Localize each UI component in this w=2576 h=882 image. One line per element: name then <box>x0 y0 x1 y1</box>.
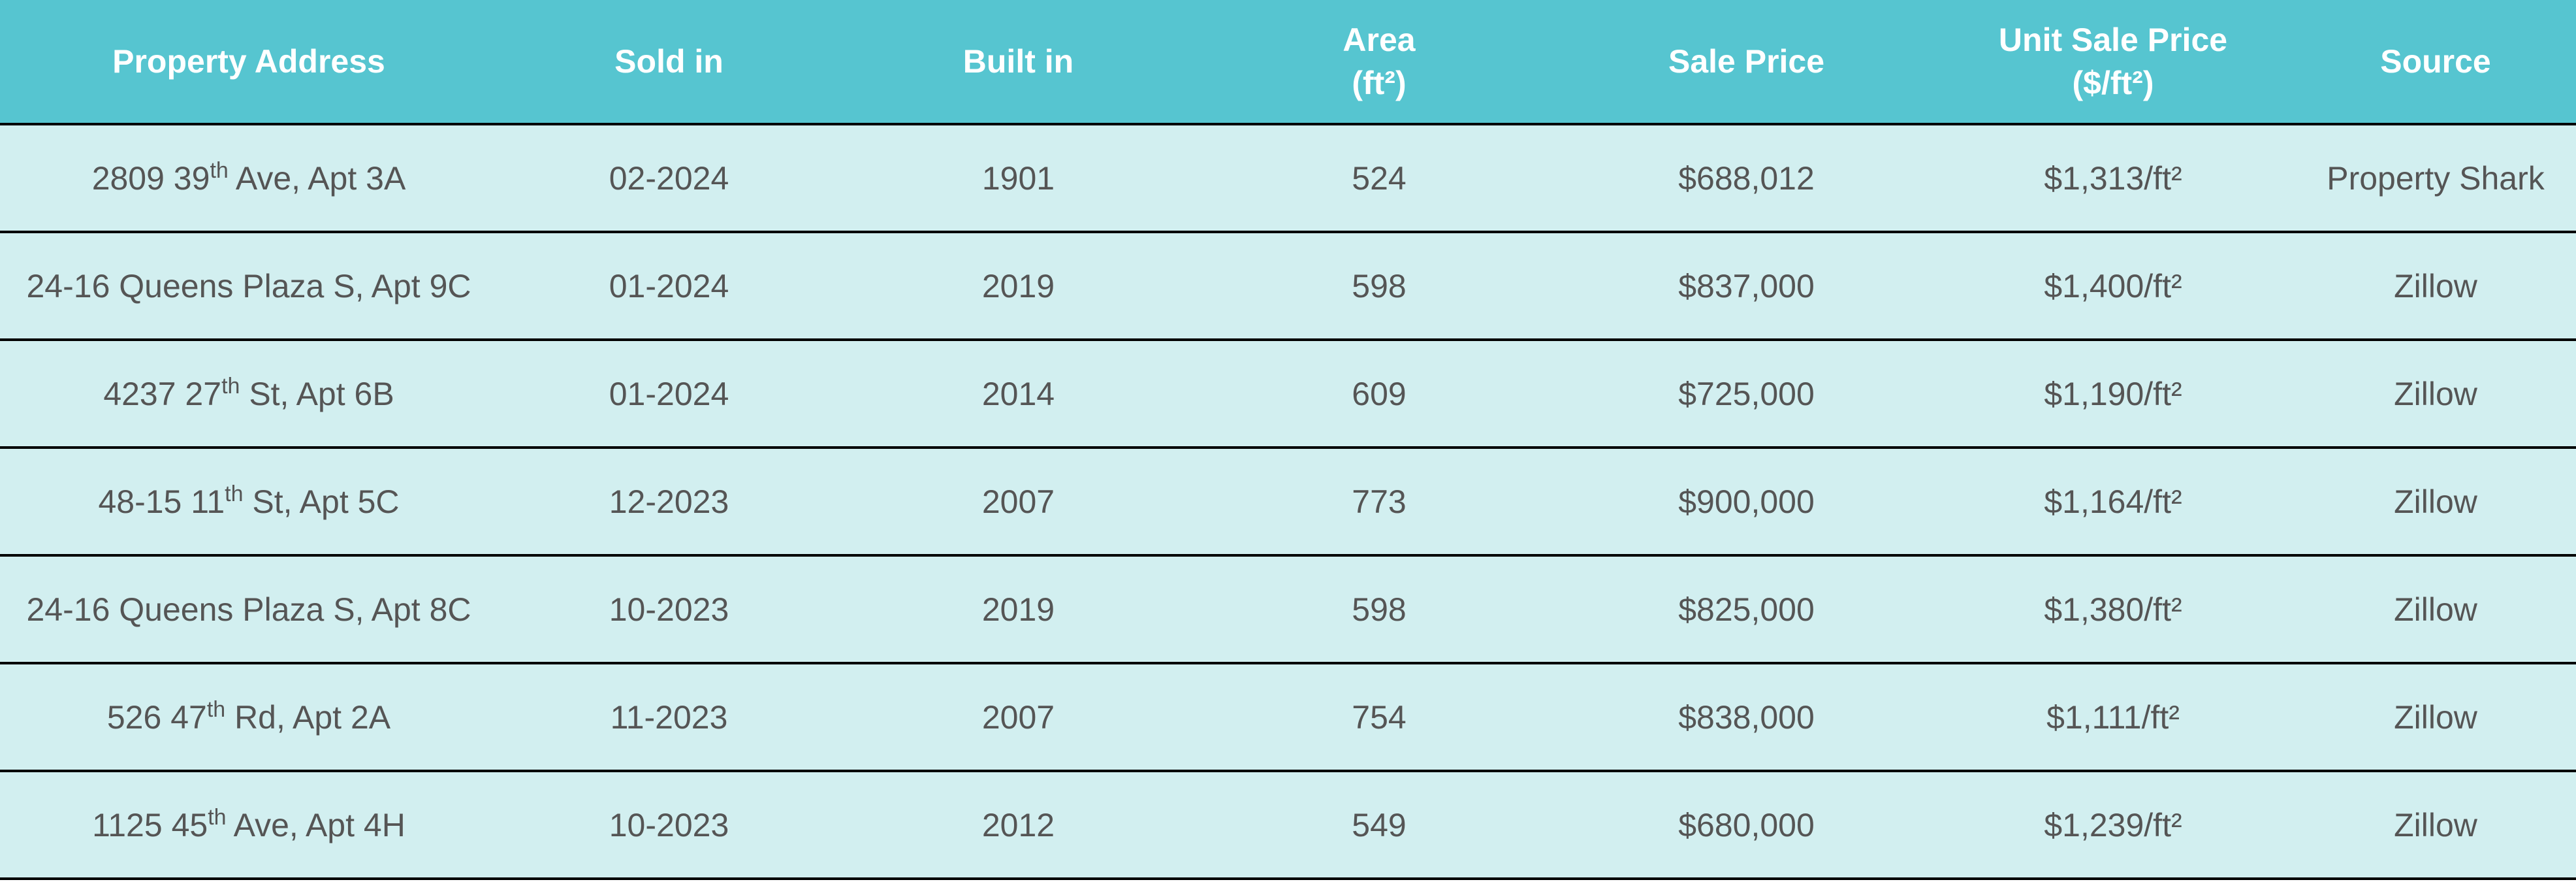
cell-sale-price: $725,000 <box>1562 340 1931 449</box>
header-built-in: Built in <box>840 0 1196 125</box>
cell-area: 754 <box>1196 663 1562 772</box>
header-sale-price: Sale Price <box>1562 0 1931 125</box>
cell-address: 2809 39th Ave, Apt 3A <box>0 124 498 233</box>
cell-area: 773 <box>1196 448 1562 557</box>
cell-unit-price: $1,164/ft² <box>1931 448 2295 557</box>
cell-sale-price: $837,000 <box>1562 232 1931 341</box>
cell-sold-in: 01-2024 <box>498 340 840 449</box>
cell-built-in: 2014 <box>840 340 1196 449</box>
cell-unit-price: $1,400/ft² <box>1931 232 2295 341</box>
cell-area: 598 <box>1196 555 1562 664</box>
cell-sale-price: $900,000 <box>1562 448 1931 557</box>
cell-built-in: 2019 <box>840 555 1196 664</box>
cell-built-in: 2019 <box>840 232 1196 341</box>
cell-sale-price: $838,000 <box>1562 663 1931 772</box>
cell-unit-price: $1,239/ft² <box>1931 771 2295 880</box>
table-row: 48-15 11th St, Apt 5C 12-2023 2007 773 $… <box>0 448 2576 557</box>
cell-sale-price: $825,000 <box>1562 555 1931 664</box>
cell-address: 24-16 Queens Plaza S, Apt 9C <box>0 232 498 341</box>
header-property-address: Property Address <box>0 0 498 125</box>
cell-sale-price: $688,012 <box>1562 124 1931 233</box>
cell-source: Property Shark <box>2295 124 2576 233</box>
cell-unit-price: $1,190/ft² <box>1931 340 2295 449</box>
cell-address: 48-15 11th St, Apt 5C <box>0 448 498 557</box>
cell-area: 609 <box>1196 340 1562 449</box>
table-header: Property Address Sold in Built in Area (f… <box>0 0 2576 125</box>
cell-source: Zillow <box>2295 232 2576 341</box>
cell-built-in: 2012 <box>840 771 1196 880</box>
cell-source: Zillow <box>2295 663 2576 772</box>
cell-source: Zillow <box>2295 771 2576 880</box>
table-row: 24-16 Queens Plaza S, Apt 8C 10-2023 201… <box>0 555 2576 664</box>
table-row: 24-16 Queens Plaza S, Apt 9C 01-2024 201… <box>0 232 2576 341</box>
cell-built-in: 2007 <box>840 663 1196 772</box>
cell-area: 598 <box>1196 232 1562 341</box>
cell-built-in: 1901 <box>840 124 1196 233</box>
cell-source: Zillow <box>2295 448 2576 557</box>
table-row: 526 47th Rd, Apt 2A 11-2023 2007 754 $83… <box>0 663 2576 772</box>
header-source: Source <box>2295 0 2576 125</box>
header-unit-sale-price: Unit Sale Price ($/ft²) <box>1931 0 2295 125</box>
header-area: Area (ft²) <box>1196 0 1562 125</box>
cell-address: 24-16 Queens Plaza S, Apt 8C <box>0 555 498 664</box>
cell-sold-in: 11-2023 <box>498 663 840 772</box>
cell-sold-in: 10-2023 <box>498 771 840 880</box>
table-body: 2809 39th Ave, Apt 3A 02-2024 1901 524 $… <box>0 124 2576 880</box>
cell-unit-price: $1,111/ft² <box>1931 663 2295 772</box>
cell-area: 524 <box>1196 124 1562 233</box>
cell-sale-price: $680,000 <box>1562 771 1931 880</box>
table-row: 4237 27th St, Apt 6B 01-2024 2014 609 $7… <box>0 340 2576 449</box>
cell-address: 1125 45th Ave, Apt 4H <box>0 771 498 880</box>
cell-sold-in: 12-2023 <box>498 448 840 557</box>
cell-source: Zillow <box>2295 340 2576 449</box>
table-row: 1125 45th Ave, Apt 4H 10-2023 2012 549 $… <box>0 771 2576 880</box>
header-sold-in: Sold in <box>498 0 840 125</box>
cell-unit-price: $1,380/ft² <box>1931 555 2295 664</box>
cell-unit-price: $1,313/ft² <box>1931 124 2295 233</box>
header-row: Property Address Sold in Built in Area (f… <box>0 0 2576 125</box>
cell-source: Zillow <box>2295 555 2576 664</box>
cell-address: 526 47th Rd, Apt 2A <box>0 663 498 772</box>
table-row: 2809 39th Ave, Apt 3A 02-2024 1901 524 $… <box>0 124 2576 233</box>
cell-sold-in: 10-2023 <box>498 555 840 664</box>
cell-area: 549 <box>1196 771 1562 880</box>
cell-sold-in: 02-2024 <box>498 124 840 233</box>
cell-sold-in: 01-2024 <box>498 232 840 341</box>
cell-address: 4237 27th St, Apt 6B <box>0 340 498 449</box>
cell-built-in: 2007 <box>840 448 1196 557</box>
